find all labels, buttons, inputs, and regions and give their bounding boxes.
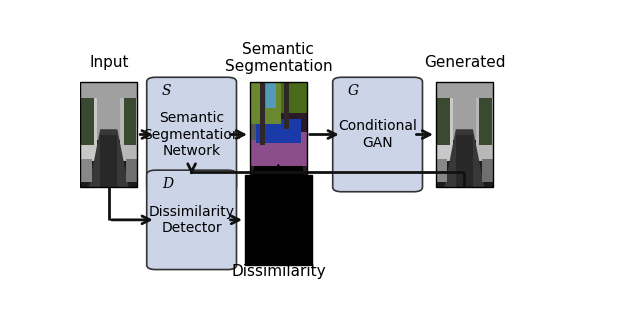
Bar: [284, 82, 289, 129]
Text: Dissimilarity
Detector: Dissimilarity Detector: [148, 205, 235, 235]
Text: Dissimilarity: Dissimilarity: [231, 264, 326, 279]
Bar: [245, 175, 312, 265]
Bar: [126, 159, 138, 182]
Bar: [281, 82, 307, 113]
Text: Semantic
Segmentation
Network: Semantic Segmentation Network: [143, 111, 241, 158]
Bar: [436, 97, 453, 161]
Polygon shape: [250, 161, 307, 187]
Bar: [456, 135, 473, 187]
Bar: [124, 97, 136, 145]
Bar: [481, 159, 493, 182]
Bar: [436, 82, 493, 140]
Text: Generated: Generated: [424, 55, 505, 70]
Bar: [266, 82, 276, 108]
Polygon shape: [255, 119, 301, 143]
Bar: [260, 82, 265, 145]
Bar: [80, 82, 138, 187]
Polygon shape: [250, 132, 307, 166]
Ellipse shape: [276, 164, 280, 174]
Text: S: S: [162, 84, 172, 98]
FancyBboxPatch shape: [147, 170, 237, 270]
Bar: [80, 159, 92, 182]
Bar: [250, 82, 260, 140]
Bar: [250, 82, 307, 187]
Bar: [80, 97, 97, 161]
Bar: [80, 82, 138, 140]
Text: D: D: [162, 177, 173, 191]
Bar: [476, 97, 493, 161]
Text: Semantic
Segmentation: Semantic Segmentation: [225, 42, 332, 74]
Bar: [120, 97, 138, 161]
FancyBboxPatch shape: [147, 77, 237, 192]
Text: Conditional
GAN: Conditional GAN: [338, 119, 417, 150]
Bar: [81, 97, 94, 145]
Bar: [437, 97, 449, 145]
Bar: [100, 135, 117, 187]
Bar: [80, 82, 138, 187]
Bar: [436, 82, 493, 187]
Text: G: G: [348, 84, 359, 98]
Polygon shape: [89, 129, 129, 187]
Bar: [479, 97, 492, 145]
FancyBboxPatch shape: [333, 77, 422, 192]
Text: Input: Input: [89, 55, 129, 70]
Bar: [436, 159, 447, 182]
Bar: [250, 82, 307, 187]
Polygon shape: [444, 129, 484, 187]
Bar: [436, 82, 493, 187]
Polygon shape: [250, 82, 281, 124]
